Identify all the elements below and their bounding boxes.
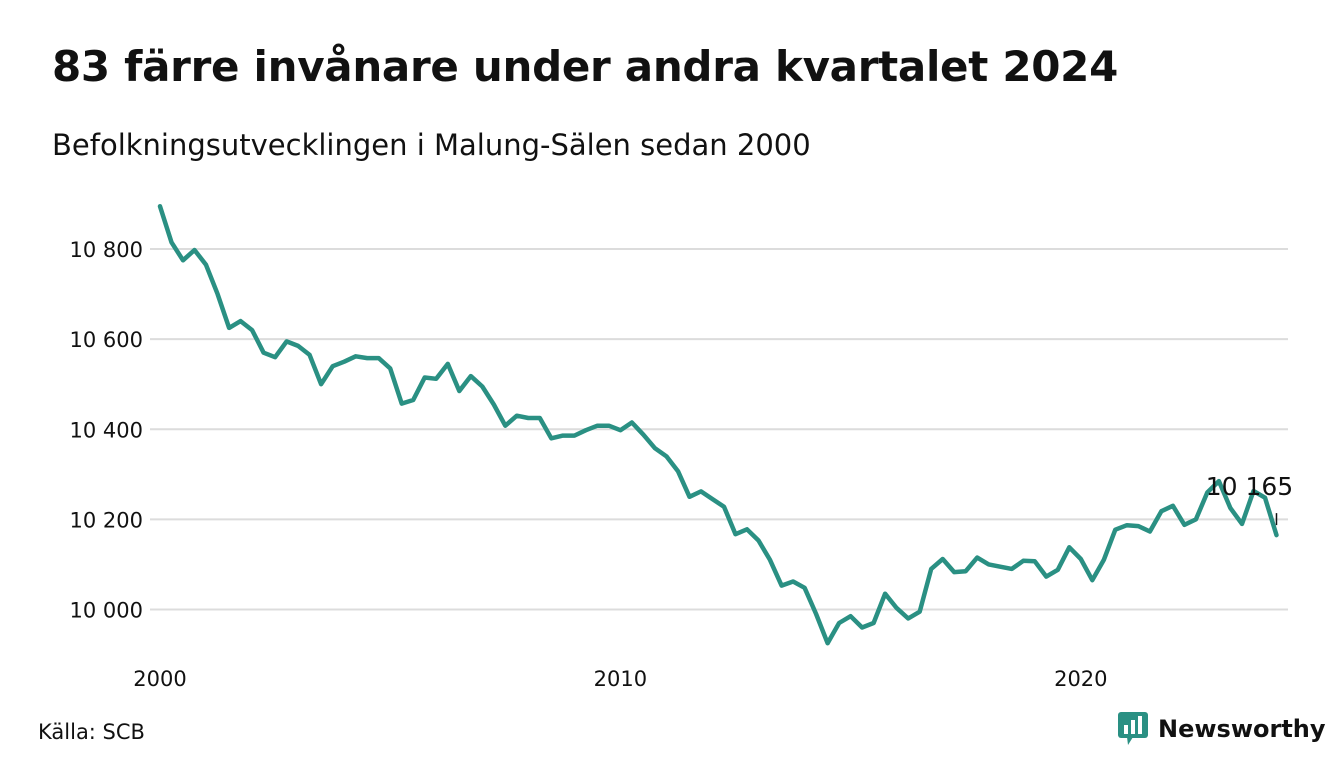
x-tick-label: 2000 [133, 667, 186, 691]
y-tick-label: 10 200 [70, 508, 143, 532]
x-tick-label: 2020 [1054, 667, 1107, 691]
y-tick-label: 10 000 [70, 598, 143, 622]
population-series-line [157, 204, 1279, 646]
y-tick-label: 10 600 [70, 328, 143, 352]
x-tick-label: 2010 [594, 667, 647, 691]
x-axis-ticks: 2000 2010 2020 [133, 667, 1107, 691]
gridlines [150, 248, 1288, 611]
end-value-label: 10 165 [1206, 472, 1293, 501]
y-tick-label: 10 400 [70, 418, 143, 442]
bar-chart-speech-bubble-icon [1118, 712, 1148, 745]
y-axis-ticks: 10 000 10 200 10 400 10 600 10 800 [70, 238, 143, 622]
newsworthy-logo: Newsworthy [1118, 712, 1326, 746]
chart-title: 83 färre invånare under andra kvartalet … [52, 42, 1119, 91]
source-note: Källa: SCB [38, 720, 145, 744]
y-tick-label: 10 800 [70, 238, 143, 262]
brand-name: Newsworthy [1158, 715, 1326, 743]
chart-subtitle: Befolkningsutvecklingen i Malung-Sälen s… [52, 128, 811, 162]
